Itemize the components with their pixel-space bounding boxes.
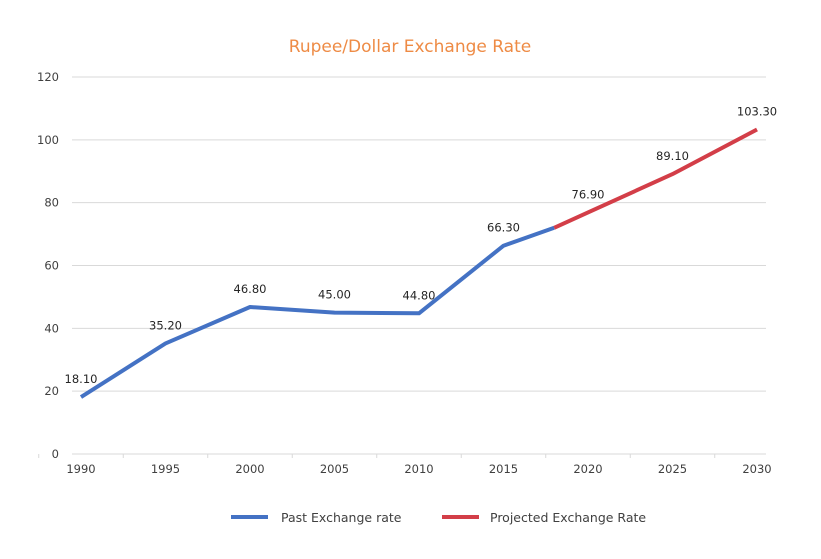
data-label: 35.20 bbox=[149, 318, 182, 332]
legend-item: Past Exchange rate bbox=[231, 510, 402, 525]
gridlines bbox=[72, 76, 766, 455]
legend: Past Exchange rate Projected Exchange Rat… bbox=[231, 510, 646, 525]
y-tick-label: 60 bbox=[44, 259, 59, 273]
x-tick-label: 2025 bbox=[658, 462, 687, 476]
data-labels: 18.10 35.20 46.80 45.00 44.80 66.30 76.90 89.10… bbox=[65, 104, 778, 386]
data-label: 44.80 bbox=[403, 288, 436, 302]
data-label: 66.30 bbox=[487, 221, 520, 235]
y-tick-label: 40 bbox=[44, 321, 59, 335]
x-tick-label: 2030 bbox=[742, 462, 771, 476]
legend-label: Projected Exchange Rate bbox=[490, 510, 646, 525]
y-tick-label: 20 bbox=[44, 384, 59, 398]
x-tick-label: 2020 bbox=[573, 462, 602, 476]
data-label: 46.80 bbox=[234, 282, 267, 296]
x-tick-label: 2000 bbox=[235, 462, 264, 476]
chart-title: Rupee/Dollar Exchange Rate bbox=[289, 37, 531, 57]
x-tick-label: 2015 bbox=[489, 462, 518, 476]
series-line-past bbox=[79, 225, 555, 399]
data-label: 45.00 bbox=[318, 288, 351, 302]
x-tick-label: 1995 bbox=[151, 462, 180, 476]
series-line-projected bbox=[553, 127, 758, 230]
series-lines bbox=[79, 127, 758, 399]
y-axis: 0 20 40 60 80 100 120 bbox=[37, 70, 59, 461]
data-label: 103.30 bbox=[737, 104, 777, 118]
legend-item: Projected Exchange Rate bbox=[442, 510, 646, 525]
data-label: 89.10 bbox=[656, 149, 689, 163]
y-tick-label: 80 bbox=[44, 196, 59, 210]
x-tick-label: 2005 bbox=[320, 462, 349, 476]
legend-label: Past Exchange rate bbox=[281, 510, 402, 525]
data-label: 18.10 bbox=[65, 372, 98, 386]
y-tick-label: 120 bbox=[37, 70, 59, 84]
y-tick-label: 0 bbox=[52, 447, 59, 461]
x-axis: 1990 1995 2000 2005 2010 2015 2020 2025 2030 bbox=[38, 454, 772, 476]
y-tick-label: 100 bbox=[37, 133, 59, 147]
data-label: 76.90 bbox=[572, 187, 605, 201]
x-tick-label: 1990 bbox=[66, 462, 95, 476]
x-tick-label: 2010 bbox=[404, 462, 433, 476]
